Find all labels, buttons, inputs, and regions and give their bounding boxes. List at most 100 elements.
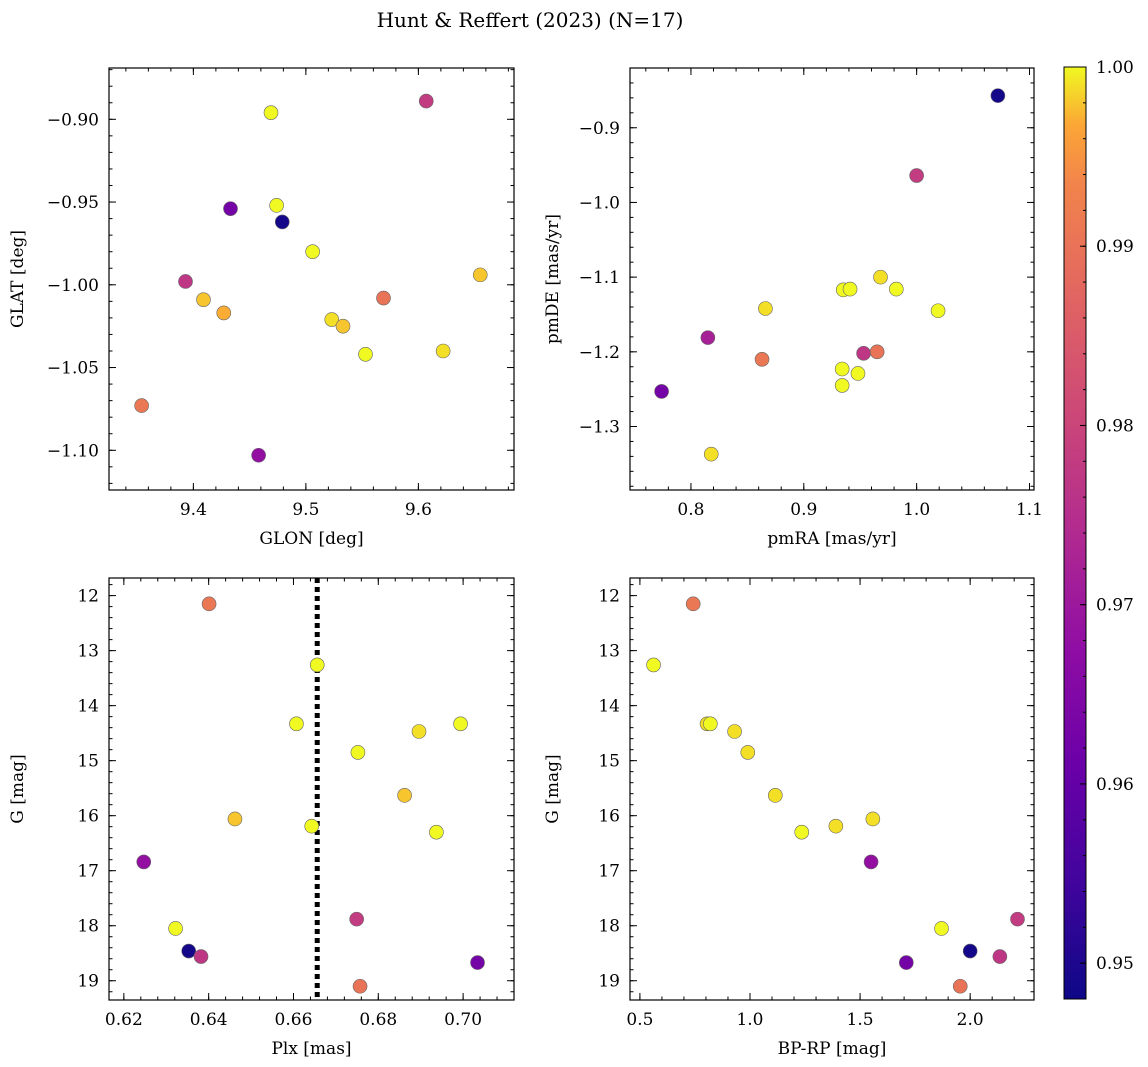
- scatter-point: [850, 366, 866, 381]
- scatter-point: [216, 305, 232, 321]
- plx-g-panel: 0.62 0.64 0.66 0.68 0.70 12 13 14 15 16 17 18 19 Plx …: [8, 577, 515, 1059]
- colorbar-tick-label: 0.98: [1096, 416, 1134, 436]
- y-tick-label: 17: [598, 862, 620, 882]
- y-tick-label: −1.0: [579, 193, 620, 213]
- scatter-point: [740, 745, 756, 760]
- y-tick-label: −1.1: [579, 268, 620, 288]
- scatter-point: [289, 716, 304, 732]
- scatter-point: [269, 198, 284, 213]
- scatter-point: [352, 978, 368, 994]
- scatter-point: [869, 344, 885, 360]
- scatter-point: [335, 318, 351, 334]
- scatter-point: [794, 824, 810, 840]
- x-tick-label: 0.9: [790, 500, 817, 520]
- scatter-point: [934, 921, 949, 936]
- axes-frame: [629, 577, 1035, 1001]
- scatter-point: [962, 943, 978, 959]
- scatter-point: [654, 384, 669, 399]
- x-axis-label: BP-RP [mag]: [778, 1039, 887, 1059]
- axes-frame: [108, 577, 515, 1001]
- scatter-point: [834, 361, 850, 377]
- y-tick-label: 13: [77, 642, 99, 662]
- y-tick-label: 12: [77, 587, 99, 607]
- colorbar-tick-label: 0.99: [1096, 237, 1134, 257]
- x-axis-label: Plx [mas]: [271, 1039, 351, 1059]
- y-tick-label: −0.9: [579, 119, 620, 139]
- scatter-point: [429, 824, 444, 840]
- y-tick-label: −1.05: [47, 359, 99, 379]
- y-tick-label: 12: [598, 587, 620, 607]
- x-tick-label: 9.6: [405, 500, 432, 520]
- colorbar-gradient: [1063, 66, 1087, 1000]
- x-tick-label: 0.5: [626, 1010, 653, 1030]
- scatter-point: [863, 854, 879, 870]
- y-tick-label: 14: [77, 697, 99, 717]
- y-tick-label: −1.00: [47, 276, 99, 296]
- scatter-point: [181, 943, 197, 959]
- scatter-point: [178, 274, 193, 289]
- pm-panel: 0.8 0.9 1.0 1.1 −0.9 −1.0 −1.1 −1.2 −1.3 pmRA [ma…: [543, 67, 1043, 549]
- y-tick-label: 17: [77, 862, 99, 882]
- x-tick-label: 1.1: [1016, 500, 1043, 520]
- scatter-point: [754, 351, 770, 367]
- y-tick-label: 15: [77, 752, 99, 772]
- scatter-point: [324, 312, 340, 327]
- scatter-point: [758, 301, 773, 316]
- axes-frame: [108, 67, 515, 491]
- scatter-point: [828, 818, 844, 834]
- scatter-point: [227, 811, 243, 827]
- y-tick-label: 18: [77, 917, 99, 937]
- scatter-point: [873, 269, 888, 285]
- scatter-point: [899, 955, 914, 970]
- y-axis-label: G [mag]: [543, 754, 563, 823]
- scatter-point: [349, 911, 364, 927]
- scatter-point: [304, 818, 320, 834]
- scatter-point: [768, 788, 783, 803]
- x-tick-label: 0.62: [105, 1010, 143, 1030]
- scatter-point: [856, 346, 871, 361]
- x-tick-label: 0.70: [444, 1010, 482, 1030]
- scatter-point: [201, 596, 217, 612]
- colorbar-tick-label: 1.00: [1096, 58, 1134, 78]
- scatter-point: [470, 955, 485, 970]
- y-axis-label: GLAT [deg]: [8, 230, 28, 328]
- x-tick-label: 9.4: [180, 500, 207, 520]
- scatter-point: [646, 657, 661, 673]
- y-tick-label: 16: [598, 807, 620, 827]
- scatter-point: [376, 290, 391, 306]
- cmd-panel: 0.5 1.0 1.5 2.0 12 13 14 15 16 17 18 19 BP-RP [mag] G…: [543, 577, 1035, 1059]
- y-tick-label: 13: [598, 642, 620, 662]
- scatter-point: [727, 724, 742, 739]
- scatter-point: [842, 281, 858, 297]
- colorbar-tick-label: 0.96: [1096, 775, 1134, 795]
- scatter-point: [350, 745, 366, 760]
- scatter-point: [418, 93, 434, 109]
- panels-group: 9.4 9.5 9.6 −0.90 −0.95 −1.00 −1.05 −1.10 GLON […: [8, 67, 1043, 1059]
- axes-frame: [629, 67, 1035, 491]
- colorbar-tick-label: 0.97: [1096, 596, 1134, 616]
- scatter-point: [889, 281, 904, 297]
- y-tick-label: 19: [598, 972, 620, 992]
- scatter-point: [397, 788, 412, 803]
- scatter-point: [990, 88, 1006, 103]
- scatter-point: [703, 716, 718, 732]
- scatter-point: [472, 267, 488, 283]
- scatter-point: [909, 168, 924, 183]
- scatter-point: [358, 346, 373, 362]
- scatter-point: [865, 811, 881, 827]
- x-tick-label: 1.5: [847, 1010, 874, 1030]
- y-tick-label: −1.3: [579, 418, 620, 438]
- scatter-point: [930, 303, 946, 319]
- scatter-point: [1010, 911, 1025, 927]
- scatter-point: [168, 921, 183, 936]
- y-tick-label: 14: [598, 697, 620, 717]
- scatter-point: [196, 292, 211, 307]
- colorbar: 0.95 0.96 0.97 0.98 0.99 1.00: [1063, 58, 1134, 1000]
- y-axis-label: G [mag]: [8, 754, 28, 823]
- scatter-point: [703, 446, 719, 462]
- x-tick-label: 2.0: [957, 1010, 984, 1030]
- scatter-point: [263, 105, 279, 120]
- scatter-point: [453, 716, 468, 732]
- scatter-point: [309, 657, 325, 673]
